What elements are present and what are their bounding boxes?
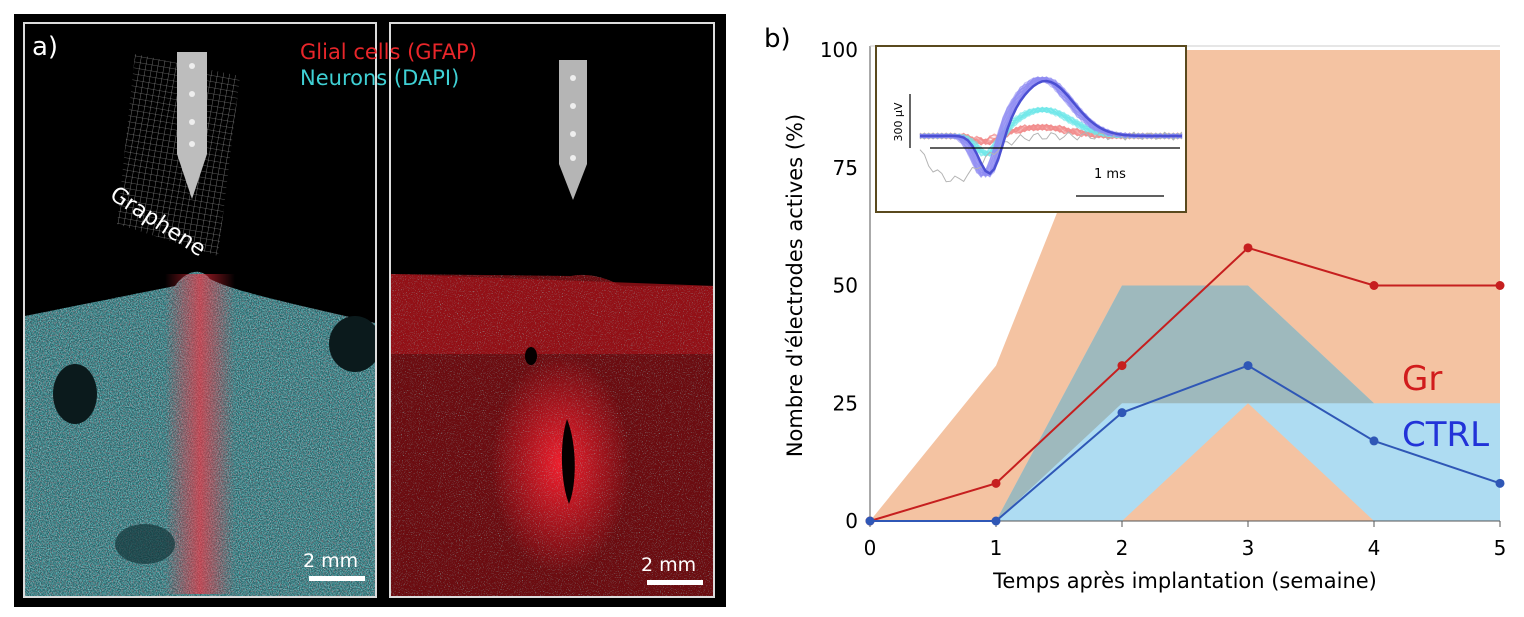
y-tick-label: 50 [833, 274, 858, 298]
x-axis-label: Temps après implantation (semaine) [992, 569, 1377, 593]
microscopy-panel: Graphene 2 mm [14, 14, 726, 607]
y-axis-label: Nombre d'électrodes actives (%) [783, 114, 807, 457]
y-tick-label: 75 [833, 156, 858, 180]
inset-trace-outlier [919, 131, 1183, 183]
y-tick-label: 25 [833, 391, 858, 415]
scale-bar-left [309, 576, 365, 581]
band-overlap [870, 285, 1500, 521]
x-tick-label: 5 [1494, 536, 1507, 560]
x-tick-label: 4 [1368, 536, 1381, 560]
data-point-ctrl [1243, 361, 1253, 371]
microscopy-slice-control: 2 mm [389, 22, 715, 598]
data-point-ctrl [1495, 478, 1505, 488]
inset-mean-trace [920, 79, 1182, 176]
x-tick-label: 0 [864, 536, 877, 560]
data-point-gr [1243, 243, 1253, 253]
data-point-gr [1369, 281, 1379, 290]
data-point-ctrl [865, 516, 875, 526]
data-point-gr [991, 478, 1001, 488]
data-point-gr [1495, 281, 1505, 290]
data-point-ctrl [1369, 436, 1379, 446]
scale-bar-label-right: 2 mm [641, 554, 697, 576]
inset-scale-label-x: 1 ms [1094, 167, 1126, 182]
data-point-ctrl [991, 516, 1001, 526]
x-tick-label: 1 [990, 536, 1003, 560]
series-label-gr: Gr [1402, 359, 1442, 399]
legend-glial-cells: Glial cells (GFAP) [300, 40, 477, 64]
series-line-ctrl [870, 364, 1501, 522]
slice-left-image [25, 52, 375, 596]
x-tick-label: 3 [1242, 536, 1255, 560]
x-tick-label: 2 [1116, 536, 1129, 560]
series-label-ctrl: CTRL [1402, 415, 1489, 455]
series-line-gr [869, 246, 1500, 522]
y-tick-label: 100 [820, 38, 858, 62]
slice-right-image [391, 60, 713, 596]
legend-neurons: Neurons (DAPI) [300, 66, 460, 90]
data-point-ctrl [1117, 408, 1127, 418]
panel-label-b: b) [764, 24, 791, 54]
panel-label-a: a) [32, 32, 59, 62]
scale-bar-label-left: 2 mm [303, 550, 359, 572]
data-point-gr [1117, 361, 1127, 371]
scale-bar-right [647, 580, 703, 585]
microscopy-slice-graphene: Graphene 2 mm [23, 22, 377, 598]
inset-scale-label-y: 300 µV [892, 102, 905, 141]
y-tick-label: 0 [845, 509, 858, 533]
